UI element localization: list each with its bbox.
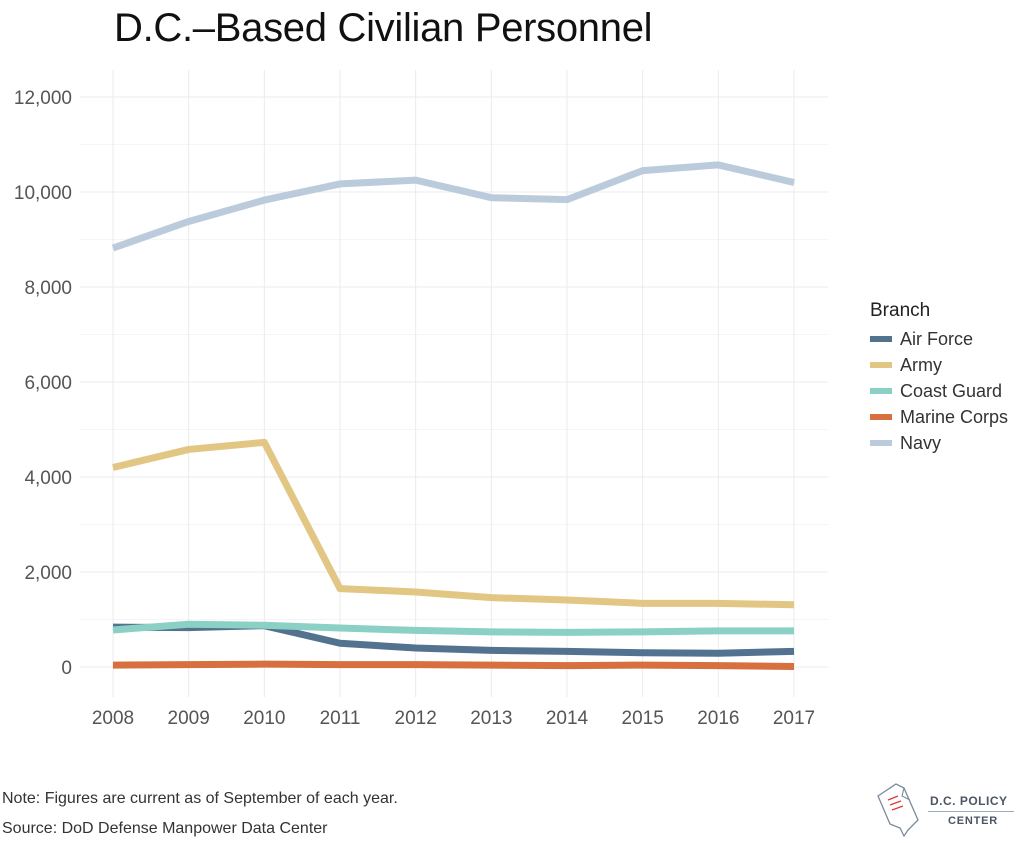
series-line-marine-corps <box>112 660 795 671</box>
x-tick-label: 2016 <box>697 708 739 729</box>
logo-text-line1: D.C. POLICY <box>930 794 1008 808</box>
legend-label: Army <box>900 354 942 375</box>
legend-swatch <box>870 336 892 342</box>
x-tick-label: 2013 <box>470 708 512 729</box>
x-tick-label: 2009 <box>168 708 210 729</box>
legend-label: Navy <box>900 432 942 453</box>
y-tick-label: 4,000 <box>24 468 72 489</box>
x-tick-label: 2014 <box>546 708 589 729</box>
series-line-army <box>112 438 795 609</box>
x-tick-label: 2012 <box>395 708 437 729</box>
x-tick-label: 2017 <box>773 708 815 729</box>
y-tick-label: 8,000 <box>24 278 72 299</box>
series-lines <box>111 161 795 671</box>
legend-label: Coast Guard <box>900 380 1003 401</box>
x-tick-label: 2010 <box>243 708 285 729</box>
y-tick-label: 10,000 <box>14 183 72 204</box>
y-tick-label: 0 <box>61 658 72 679</box>
chart-title: D.C.–Based Civilian Personnel <box>114 6 653 50</box>
legend-title: Branch <box>870 300 931 321</box>
x-tick-label: 2008 <box>92 708 134 729</box>
legend-item-navy: Navy <box>870 430 1008 456</box>
series-line-coast-guard <box>112 620 794 636</box>
source-note: Source: DoD Defense Manpower Data Center <box>2 820 328 837</box>
logo-text-line2: CENTER <box>948 815 999 827</box>
y-axis: 0 2,000 4,000 6,000 8,000 10,000 12,000 <box>14 88 72 679</box>
x-tick-label: 2011 <box>320 708 361 729</box>
dc-policy-center-logo: D.C. POLICY CENTER <box>870 782 1020 838</box>
legend-swatch <box>870 440 892 446</box>
legend-swatch <box>870 388 892 394</box>
y-tick-label: 2,000 <box>24 563 72 584</box>
legend-label: Air Force <box>900 328 974 349</box>
x-tick-label: 2015 <box>622 708 664 729</box>
y-tick-label: 12,000 <box>14 88 72 109</box>
legend: Branch Air Force Army Coast Guard Marine Co… <box>870 300 1008 456</box>
legend-swatch <box>870 362 892 368</box>
legend-item-army: Army <box>870 352 1008 378</box>
y-tick-label: 6,000 <box>24 373 72 394</box>
legend-item-coast-guard: Coast Guard <box>870 378 1008 404</box>
legend-item-air-force: Air Force <box>870 326 1008 352</box>
legend-swatch <box>870 414 892 420</box>
dc-map-document-icon <box>877 783 919 838</box>
series-line-navy <box>111 161 795 252</box>
legend-item-marine-corps: Marine Corps <box>870 404 1008 430</box>
logo-divider <box>928 811 1014 812</box>
x-axis: 2008 2009 2010 2011 2012 2013 2014 2015 2016 2017 <box>92 708 815 729</box>
footnote: Note: Figures are current as of Septembe… <box>2 790 398 807</box>
legend-label: Marine Corps <box>900 406 1009 427</box>
